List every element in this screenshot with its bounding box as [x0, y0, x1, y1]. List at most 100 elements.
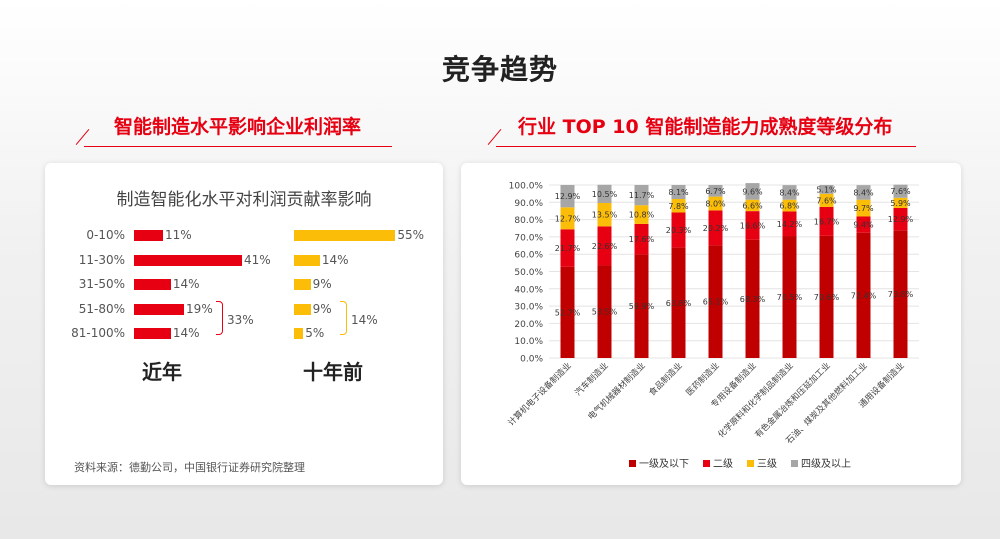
- row-label: 31-50%: [78, 277, 125, 291]
- stack-segment: [856, 216, 871, 233]
- recent-group-value: 33%: [227, 313, 254, 327]
- past-value-label: 5%: [305, 326, 325, 340]
- x-category-label: 化学原料和化学制品制造业: [716, 360, 796, 440]
- stack-segment: [893, 230, 908, 358]
- segment-value-label: 6.6%: [742, 201, 763, 210]
- segment-value-label: 9.4%: [853, 221, 874, 230]
- segment-value-label: 9.6%: [742, 187, 763, 196]
- segment-value-label: 8.4%: [853, 188, 874, 197]
- segment-value-label: 5.1%: [816, 185, 837, 194]
- segment-value-label: 53.5%: [592, 308, 618, 317]
- segment-value-label: 7.6%: [890, 187, 911, 196]
- source-note: 资料来源：德勤公司，中国银行证券研究院整理: [74, 461, 305, 474]
- stack-segment: [708, 196, 723, 211]
- stack-segment: [671, 185, 686, 200]
- past-value-label: 55%: [397, 228, 425, 242]
- legend-swatch: [791, 460, 798, 467]
- stack-segment: [745, 183, 760, 200]
- segment-value-label: 22.6%: [592, 242, 618, 251]
- y-tick-label: 70.0%: [514, 233, 543, 243]
- y-tick-label: 90.0%: [514, 199, 543, 209]
- profit-impact-card: 制造智能化水平对利润贡献率影响 0-10% 11% 55% 11-30% 41% 14% 3…: [45, 163, 443, 485]
- right-section-title: 行业 TOP 10 智能制造能力成熟度等级分布: [518, 116, 893, 138]
- profit-chart-title: 制造智能化水平对利润贡献率影响: [116, 190, 372, 210]
- recent-title: 近年: [142, 360, 182, 384]
- segment-value-label: 16.6%: [740, 221, 766, 230]
- segment-value-label: 12.9%: [555, 192, 581, 201]
- segment-value-label: 11.7%: [629, 191, 655, 200]
- stack-segment: [856, 185, 871, 200]
- stack-segment: [560, 185, 575, 208]
- stack-segment: [634, 223, 649, 255]
- recent-value-label: 14%: [172, 326, 200, 340]
- stack-segment: [856, 199, 871, 217]
- segment-value-label: 7.8%: [668, 202, 689, 211]
- stack-segment: [560, 266, 575, 358]
- row-label: 81-100%: [71, 326, 125, 340]
- segment-value-label: 63.8%: [666, 299, 692, 308]
- stack-segment: [893, 197, 908, 209]
- segment-value-label: 10.5%: [592, 190, 618, 199]
- stack-segment: [745, 211, 760, 240]
- stack-segment: [671, 247, 686, 358]
- past-group-bracket: [340, 301, 347, 335]
- recent-group-bracket: [216, 301, 223, 335]
- stack-segment: [745, 199, 760, 212]
- y-tick-label: 20.0%: [514, 320, 543, 330]
- x-category-label: 有色金属冶炼和压延加工业: [753, 360, 833, 440]
- recent-bar: [134, 328, 171, 339]
- segment-value-label: 12.9%: [888, 215, 914, 224]
- segment-value-label: 7.6%: [816, 196, 837, 205]
- row-label: 11-30%: [78, 252, 125, 267]
- segment-value-label: 70.6%: [814, 293, 840, 302]
- stack-segment: [819, 206, 834, 236]
- stack-segment: [560, 229, 575, 267]
- segment-value-label: 73.8%: [888, 290, 914, 299]
- x-category-label: 医药制造业: [684, 360, 722, 398]
- y-tick-label: 100.0%: [509, 182, 544, 192]
- y-tick-label: 60.0%: [514, 251, 543, 261]
- legend-swatch: [629, 460, 636, 467]
- x-category-label: 食品制造业: [647, 360, 685, 398]
- segment-value-label: 6.7%: [705, 187, 726, 196]
- page-title: 竞争趋势: [441, 53, 558, 86]
- stack-segment: [782, 199, 797, 212]
- stack-segment: [708, 245, 723, 358]
- stack-segment: [856, 232, 871, 358]
- stack-segment: [782, 211, 797, 237]
- recent-bar: [134, 230, 163, 241]
- stack-segment: [708, 210, 723, 246]
- past-value-label: 9%: [312, 301, 332, 316]
- legend-label: 四级及以上: [801, 458, 851, 470]
- past-value-label: 9%: [312, 277, 332, 291]
- recent-value-label: 19%: [186, 301, 213, 316]
- past-value-label: 14%: [321, 252, 349, 267]
- legend-label: 三级: [757, 458, 777, 470]
- recent-value-label: 14%: [172, 277, 200, 291]
- past-title: 十年前: [303, 360, 363, 384]
- stack-segment: [634, 205, 649, 224]
- stack-segment: [819, 193, 834, 207]
- row-label: 51-80%: [78, 301, 125, 316]
- recent-bar: [134, 279, 171, 290]
- y-tick-label: 0.0%: [520, 355, 543, 365]
- past-bar: [294, 254, 320, 266]
- segment-value-label: 65.1%: [703, 298, 729, 307]
- stack-segment: [597, 184, 612, 203]
- segment-value-label: 8.1%: [668, 188, 689, 197]
- segment-value-label: 13.5%: [592, 211, 618, 220]
- x-category-label: 计算机电子设备制造业: [506, 360, 574, 428]
- recent-bar: [134, 303, 185, 315]
- maturity-stacked-chart: 0.0% 10.0% 20.0% 30.0% 40.0% 50.0% 60.0% 70.0% 8…: [506, 182, 919, 470]
- segment-value-label: 8.0%: [705, 200, 726, 209]
- stack-segment: [893, 208, 908, 231]
- stack-segment: [782, 236, 797, 358]
- maturity-chart-card: 0.0% 10.0% 20.0% 30.0% 40.0% 50.0% 60.0% 70.0% 8…: [461, 163, 961, 485]
- recent-value-label: 11%: [164, 228, 192, 242]
- segment-value-label: 68.3%: [740, 295, 766, 304]
- recent-bar: [134, 254, 242, 266]
- past-group-value: 14%: [351, 313, 378, 327]
- stack-segment: [597, 202, 612, 227]
- segment-value-label: 20.3%: [666, 226, 692, 235]
- segment-value-label: 59.9%: [629, 302, 655, 311]
